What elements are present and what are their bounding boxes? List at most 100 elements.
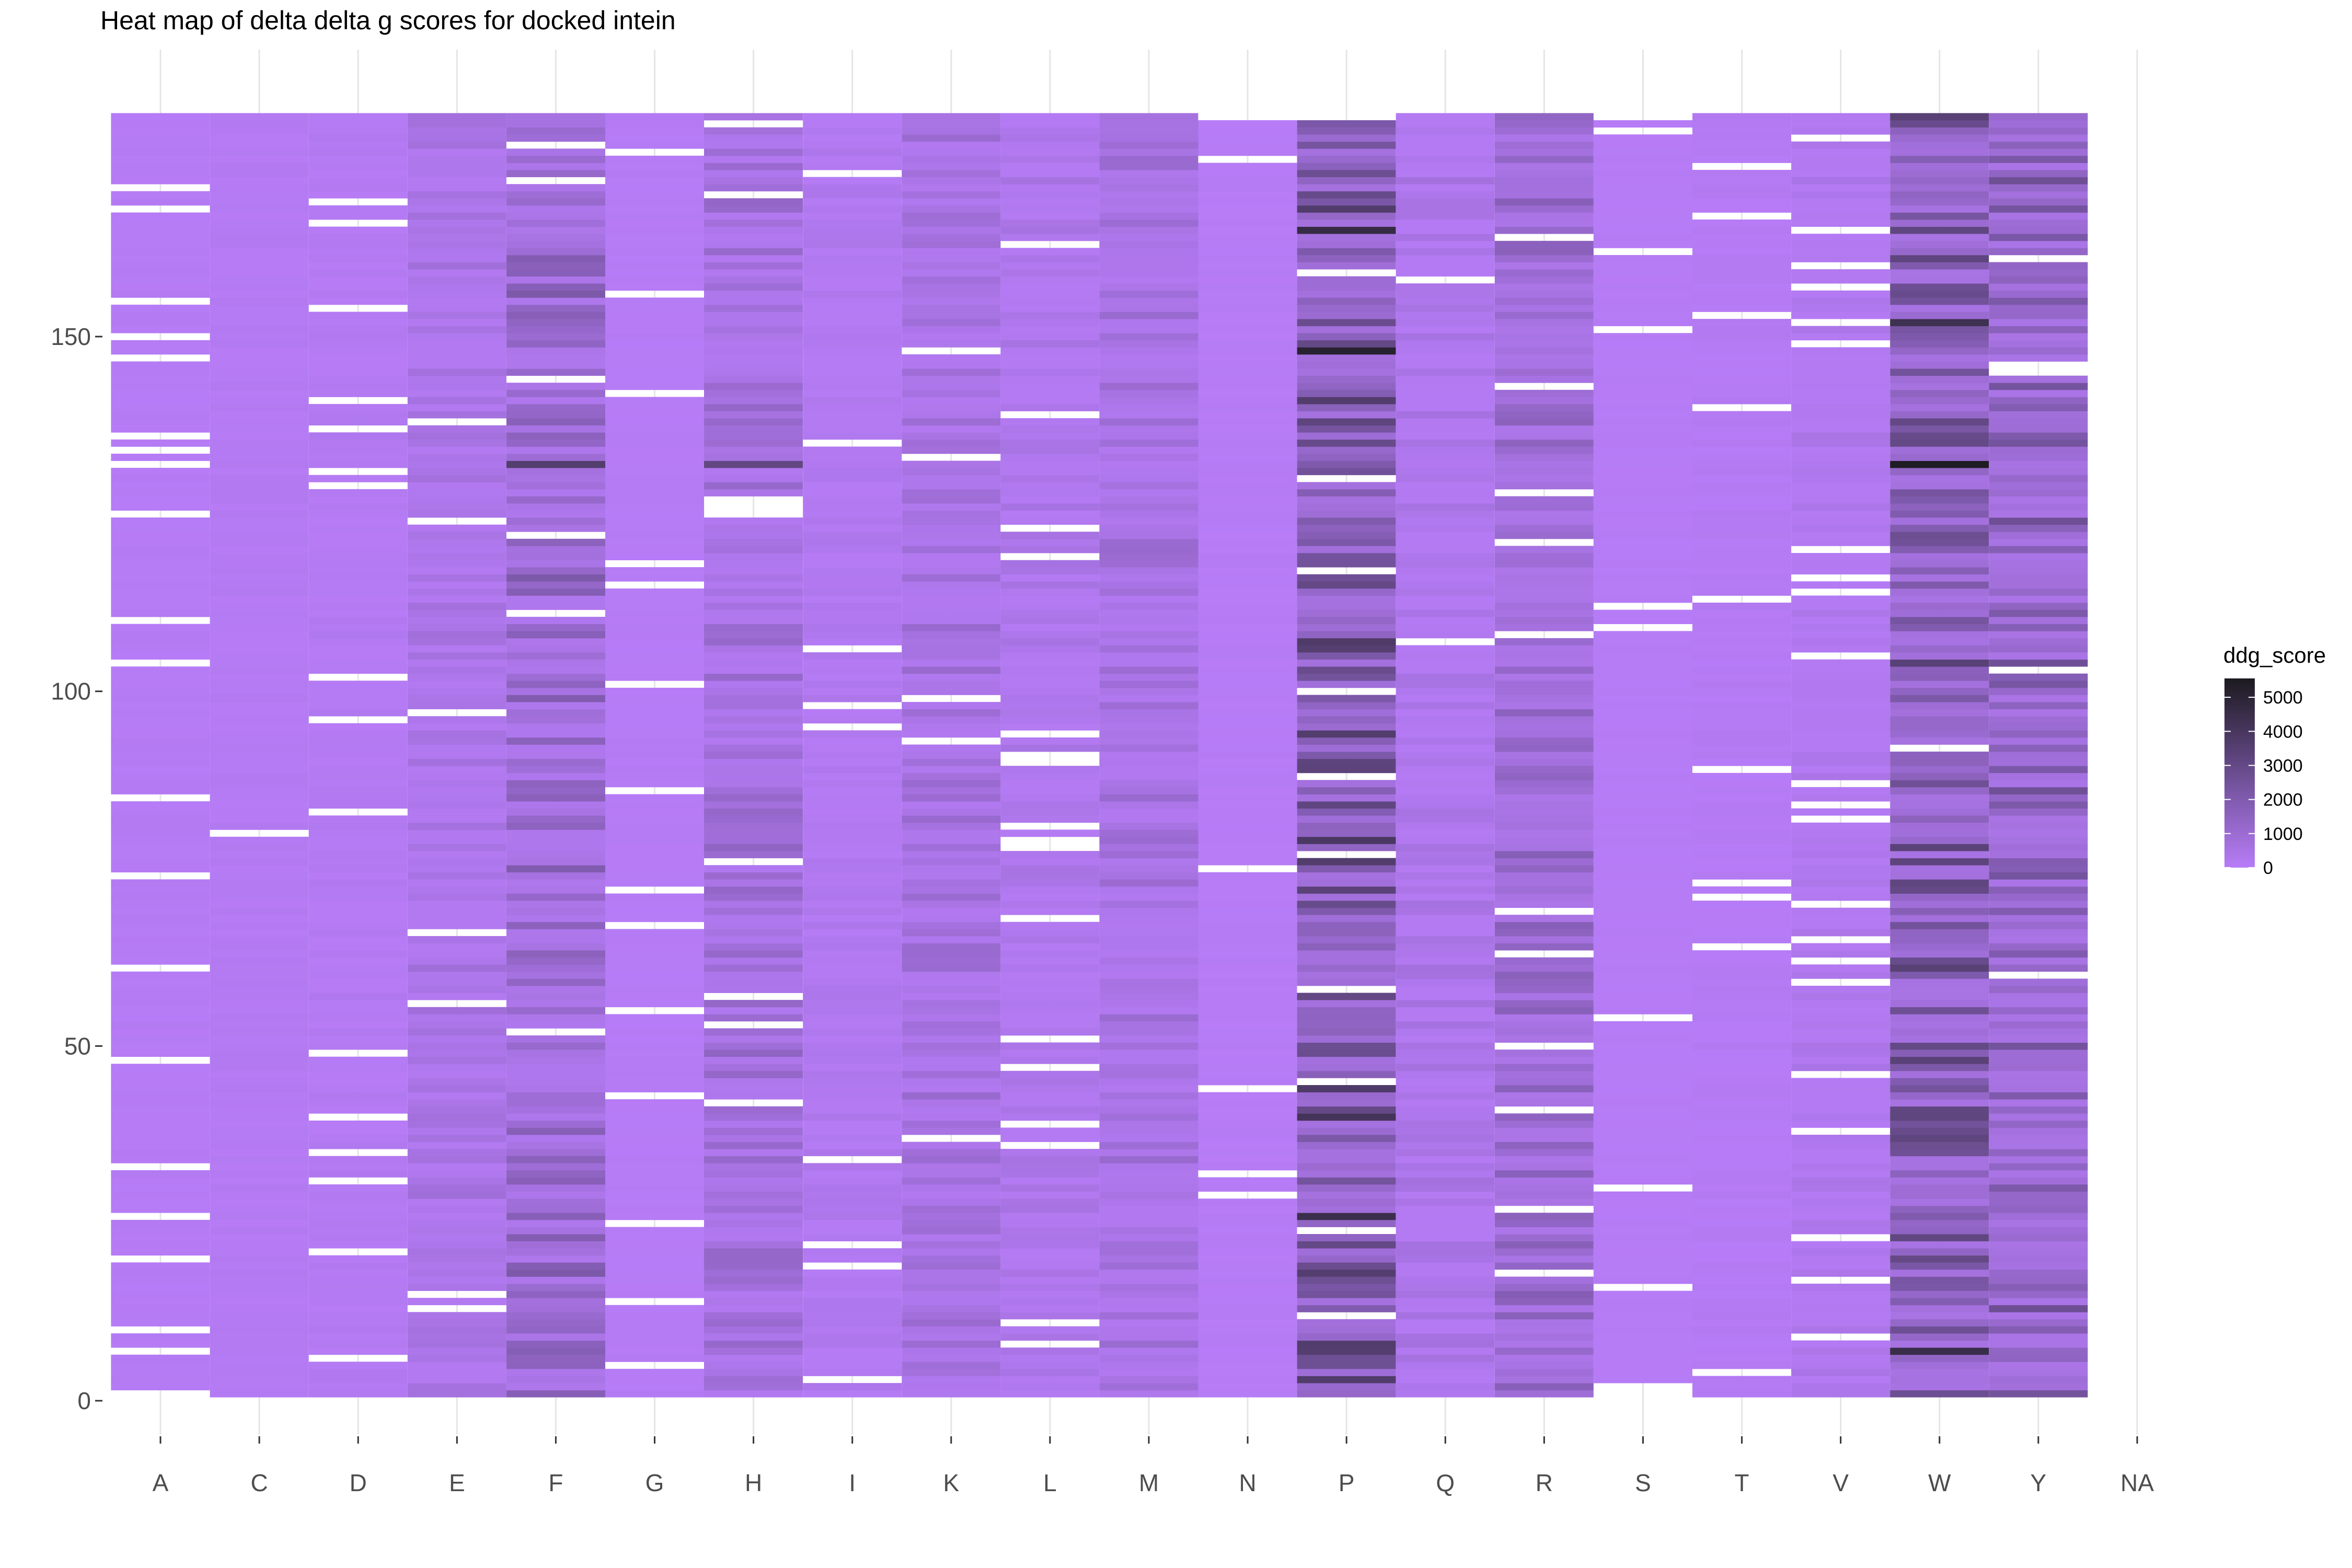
heatmap-cell	[1692, 503, 1792, 511]
heatmap-cell	[704, 1269, 803, 1277]
heatmap-cell	[1692, 1135, 1792, 1142]
heatmap-cell	[605, 752, 705, 759]
heatmap-cell	[1396, 127, 1495, 135]
heatmap-cell	[1593, 283, 1692, 291]
heatmap-cell	[407, 1170, 506, 1178]
y-tick-label: 50	[64, 1032, 91, 1059]
heatmap-cell	[210, 269, 309, 277]
heatmap-cell	[308, 354, 408, 362]
heatmap-cell	[803, 815, 902, 823]
heatmap-cell	[704, 1156, 803, 1163]
heatmap-cell	[407, 836, 506, 844]
heatmap-cell	[1000, 517, 1100, 525]
heatmap-cell	[1890, 177, 1989, 185]
heatmap-cell	[308, 319, 408, 327]
heatmap-cell	[1000, 603, 1100, 610]
heatmap-cell	[1989, 1312, 2088, 1320]
heatmap-cell	[803, 1362, 902, 1369]
heatmap-cell	[1890, 1113, 1989, 1121]
heatmap-cell	[1890, 475, 1989, 482]
heatmap-cell	[1593, 538, 1692, 546]
heatmap-cell	[1593, 368, 1692, 376]
heatmap-cell	[308, 553, 408, 560]
heatmap-cell	[1989, 886, 2088, 894]
heatmap-cell	[1989, 752, 2088, 759]
heatmap-cell	[1890, 269, 1989, 277]
heatmap-cell	[1099, 248, 1198, 256]
heatmap-cell	[1099, 347, 1198, 355]
heatmap-cell	[1396, 361, 1495, 369]
heatmap-cell	[1198, 262, 1297, 270]
heatmap-cell	[605, 397, 705, 405]
heatmap-cell	[1396, 1333, 1495, 1341]
heatmap-cell	[1297, 673, 1396, 681]
heatmap-cell	[111, 538, 210, 546]
heatmap-cell	[902, 418, 1001, 426]
heatmap-cell	[1593, 1042, 1692, 1050]
heatmap-cell	[803, 517, 902, 525]
heatmap-cell	[1396, 609, 1495, 617]
heatmap-cell	[1692, 971, 1792, 979]
heatmap-cell	[1593, 276, 1692, 284]
heatmap-cell	[1989, 815, 2088, 823]
heatmap-cell	[902, 503, 1001, 511]
heatmap-cell	[1198, 397, 1297, 405]
heatmap-cell	[210, 652, 309, 660]
heatmap-cell	[1099, 915, 1198, 923]
heatmap-cell	[210, 1113, 309, 1121]
heatmap-cell	[1692, 1319, 1792, 1327]
heatmap-cell	[803, 1255, 902, 1263]
heatmap-cell	[1396, 141, 1495, 149]
heatmap-cell	[704, 702, 803, 709]
heatmap-cell	[1692, 1106, 1792, 1114]
heatmap-cell	[902, 808, 1001, 816]
heatmap-cell	[1198, 907, 1297, 915]
heatmap-cell	[1198, 205, 1297, 213]
heatmap-cell	[902, 744, 1001, 752]
heatmap-cell	[1692, 1113, 1792, 1121]
heatmap-cell	[210, 475, 309, 482]
heatmap-cell	[1099, 361, 1198, 369]
heatmap-cell	[506, 1127, 605, 1135]
heatmap-cell	[605, 326, 705, 333]
heatmap-cell	[1692, 255, 1792, 262]
heatmap-cell	[704, 1340, 803, 1348]
heatmap-cell	[605, 205, 705, 213]
heatmap-cell	[407, 141, 506, 149]
heatmap-cell	[1890, 1050, 1989, 1057]
heatmap-cell	[308, 915, 408, 923]
heatmap-cell	[1791, 454, 1890, 461]
heatmap-cell	[1396, 191, 1495, 199]
heatmap-cell	[1593, 1198, 1692, 1206]
heatmap-cell	[1297, 957, 1396, 965]
heatmap-cell	[803, 673, 902, 681]
heatmap-cell	[506, 191, 605, 199]
heatmap-cell	[210, 212, 309, 220]
heatmap-cell	[1198, 411, 1297, 419]
heatmap-cell	[1890, 368, 1989, 376]
heatmap-cell	[1890, 1149, 1989, 1157]
heatmap-cell	[308, 418, 408, 426]
heatmap-cell	[1198, 1007, 1297, 1014]
heatmap-cell	[1297, 1376, 1396, 1383]
heatmap-cell	[1791, 220, 1890, 227]
heatmap-cell	[210, 1354, 309, 1362]
heatmap-cell	[1000, 1056, 1100, 1064]
heatmap-cell	[407, 574, 506, 582]
heatmap-cell	[704, 822, 803, 830]
heatmap-cell	[1890, 1106, 1989, 1114]
heatmap-cell	[902, 971, 1001, 979]
heatmap-cell	[1297, 1333, 1396, 1341]
heatmap-cell	[1692, 673, 1792, 681]
heatmap-cell	[803, 1390, 902, 1398]
heatmap-cell	[506, 248, 605, 256]
heatmap-cell	[1989, 347, 2088, 355]
heatmap-cell	[1692, 844, 1792, 851]
heatmap-cell	[1000, 120, 1100, 128]
heatmap-cell	[1099, 1290, 1198, 1298]
heatmap-cell	[1099, 1326, 1198, 1334]
heatmap-cell	[1890, 454, 1989, 461]
legend-tick-label: 2000	[2263, 790, 2303, 810]
heatmap-cell	[1692, 744, 1792, 752]
heatmap-cell	[704, 978, 803, 986]
